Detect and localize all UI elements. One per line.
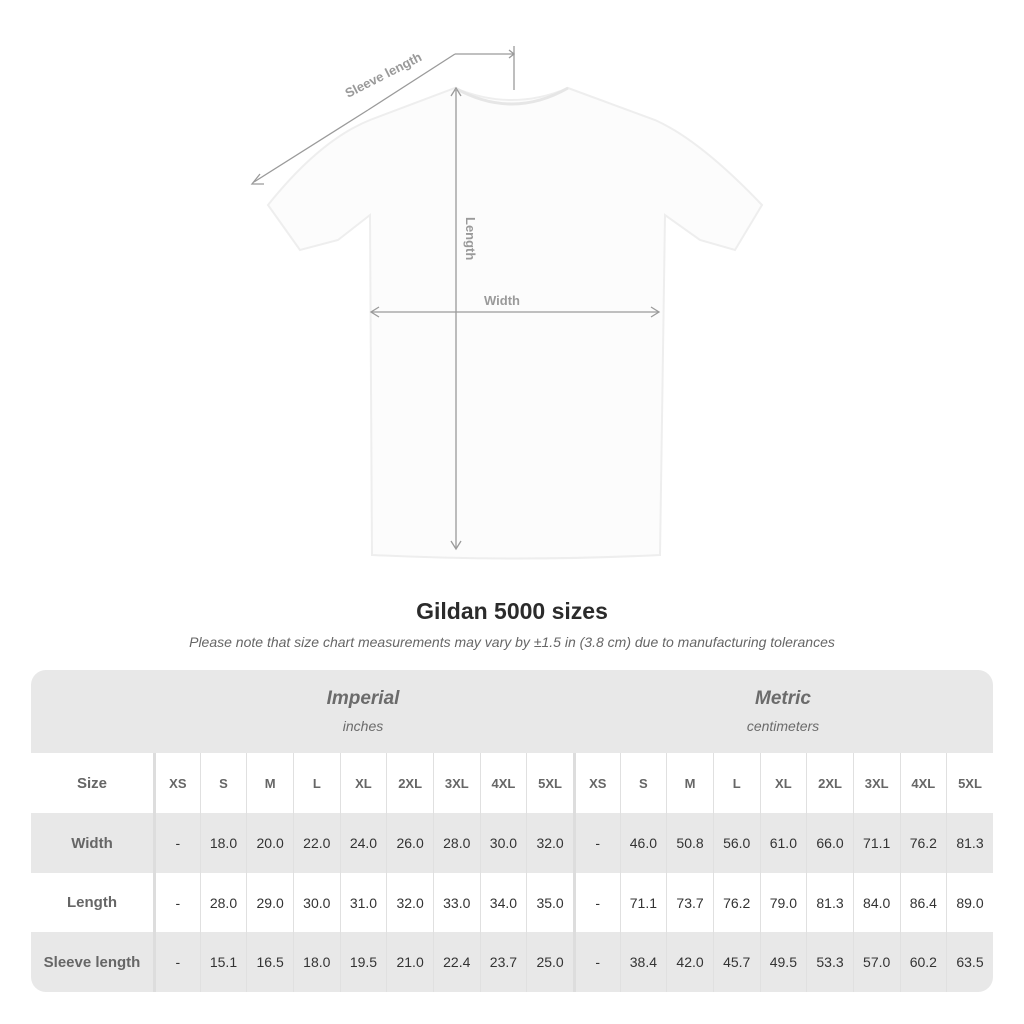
imperial-group: Imperial inches [153,688,573,734]
measure-lines [250,46,661,551]
value-cell-metric: 53.3 [806,932,853,992]
value-cell-metric: 60.2 [899,932,947,992]
value-cell-imperial: 18.0 [199,813,247,873]
value-cell-metric: 63.5 [946,932,993,992]
value-cell-metric: 71.1 [619,873,667,932]
size-header-metric: S [619,753,667,813]
value-cell-metric: 66.0 [806,813,853,873]
value-cell-metric: 76.2 [899,813,947,873]
table-row: Length -28.0 29.0 30.0 31.0 32.0 33.0 34.0 35.0-… [31,873,993,932]
value-cell-imperial: - [153,932,200,992]
row-label: Length [67,894,117,911]
size-header-imperial: L [292,753,340,813]
tshirt-collar [454,86,569,106]
value-cell-metric: 56.0 [712,813,760,873]
value-cell-imperial: 22.4 [432,932,480,992]
table-row: Width -18.0 20.0 22.0 24.0 26.0 28.0 30.0 32.0-4… [31,813,993,873]
size-header-metric: 5XL [946,753,993,813]
size-header-imperial: 4XL [479,753,527,813]
value-cell-metric: 49.5 [759,932,807,992]
value-cell-imperial: 21.0 [386,932,433,992]
table-header: Imperial inches Metric centimeters [31,670,993,753]
value-cell-imperial: 30.0 [479,813,527,873]
value-cell-imperial: - [153,813,200,873]
size-header-imperial: 5XL [526,753,573,813]
value-cell-metric: 61.0 [759,813,807,873]
value-cell-metric: 73.7 [666,873,713,932]
size-header-metric: L [712,753,760,813]
size-header-imperial: 3XL [432,753,480,813]
tolerance-note: Please note that size chart measurements… [189,634,835,650]
value-cell-metric: 57.0 [852,932,900,992]
value-cell-metric: 38.4 [619,932,667,992]
value-cell-imperial: 29.0 [246,873,293,932]
value-cell-metric: 89.0 [946,873,993,932]
value-cell-metric: - [572,932,620,992]
value-cell-imperial: 34.0 [479,873,527,932]
imperial-unit: inches [342,718,384,734]
size-header-imperial: M [246,753,293,813]
value-cell-imperial: 31.0 [339,873,387,932]
size-header-metric: XL [759,753,807,813]
value-cell-imperial: 32.0 [526,813,573,873]
length-label: Length [463,217,478,260]
value-cell-metric: 76.2 [712,873,760,932]
size-header-metric: 4XL [899,753,947,813]
size-header-imperial: 2XL [386,753,433,813]
size-header-label: Size [76,774,107,792]
size-header-metric: 3XL [852,753,900,813]
size-header-metric: XS [572,753,620,813]
width-label: Width [484,293,520,308]
size-table: Imperial inches Metric centimeters Size X… [31,670,993,992]
value-cell-metric: 50.8 [666,813,713,873]
value-cell-imperial: 16.5 [246,932,293,992]
size-header-row: Size XS S M L XL 2XL 3XL 4XL 5XL XS S M L XL 2XL 3XL 4XL 5… [31,753,993,813]
value-cell-imperial: 19.5 [339,932,387,992]
size-header-metric: 2XL [806,753,853,813]
value-cell-imperial: 26.0 [386,813,433,873]
value-cell-metric: 45.7 [712,932,760,992]
value-cell-metric: - [572,813,620,873]
value-cell-metric: 86.4 [899,873,947,932]
value-cell-imperial: 24.0 [339,813,387,873]
value-cell-imperial: 28.0 [432,813,480,873]
value-cell-metric: 42.0 [666,932,713,992]
row-label: Sleeve length [43,953,141,971]
value-cell-imperial: 20.0 [246,813,293,873]
table-row: Sleeve length -15.1 16.5 18.0 19.5 21.0 22.4 23… [31,932,993,992]
metric-title: Metric [755,688,811,709]
value-cell-metric: 81.3 [946,813,993,873]
value-cell-metric: 84.0 [852,873,900,932]
value-cell-imperial: 35.0 [526,873,573,932]
metric-unit: centimeters [746,718,820,734]
value-cell-imperial: 32.0 [386,873,433,932]
size-header-imperial: S [199,753,247,813]
value-cell-imperial: 25.0 [526,932,573,992]
value-cell-metric: 46.0 [619,813,667,873]
value-cell-metric: 79.0 [759,873,807,932]
value-cell-metric: 71.1 [852,813,900,873]
size-header-metric: M [666,753,713,813]
value-cell-imperial: 30.0 [292,873,340,932]
value-cell-imperial: 23.7 [479,932,527,992]
row-label: Width [71,834,113,852]
metric-group: Metric centimeters [573,688,993,734]
value-cell-imperial: - [153,873,200,932]
size-header-imperial: XL [339,753,387,813]
tshirt-shape [266,86,764,560]
value-cell-imperial: 18.0 [292,932,340,992]
value-cell-metric: 81.3 [806,873,853,932]
value-cell-imperial: 28.0 [199,873,247,932]
value-cell-imperial: 33.0 [432,873,480,932]
sleeve-length-label: Sleeve length [343,49,425,100]
value-cell-imperial: 15.1 [199,932,247,992]
value-cell-imperial: 22.0 [292,813,340,873]
imperial-title: Imperial [326,688,400,709]
tshirt-diagram: Sleeve length Length Width [250,46,764,560]
size-header-imperial: XS [153,753,200,813]
chart-title: Gildan 5000 sizes [416,598,608,624]
value-cell-metric: - [572,873,620,932]
